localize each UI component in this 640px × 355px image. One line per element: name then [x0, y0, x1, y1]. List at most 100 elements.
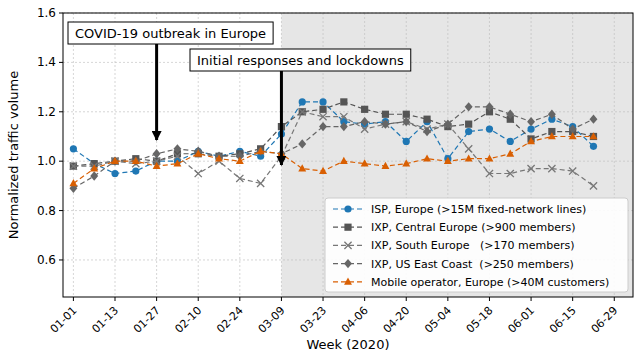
x-tick: [281, 297, 282, 301]
x-tick-label: 05-18: [464, 304, 496, 336]
annotation: COVID-19 outbreak in Europe: [68, 22, 273, 140]
annotation-text: COVID-19 outbreak in Europe: [75, 26, 266, 41]
annotation-text: Initial responses and lockdowns: [197, 53, 404, 68]
data-point: [444, 119, 452, 128]
y-tick-label: 1.4: [37, 55, 56, 69]
legend: ISP, Europe (>15M fixed-network lines) IX…: [325, 198, 628, 292]
y-tick: [59, 111, 63, 112]
data-point: [590, 182, 597, 189]
legend-label: ISP, Europe (>15M fixed-network lines): [371, 203, 586, 216]
series-line: [73, 102, 593, 166]
annotation-box: [190, 49, 411, 71]
series-line: [73, 102, 593, 174]
x-tick-label: 01-01: [48, 304, 80, 336]
annotation-arrow: [280, 71, 283, 165]
legend-marker: [344, 205, 351, 212]
data-point: [90, 164, 98, 171]
legend-label: Mobile operator, Europe (>40M customers): [371, 276, 609, 289]
data-point: [527, 165, 534, 172]
data-point: [527, 125, 534, 132]
data-point: [215, 152, 223, 161]
data-point: [548, 132, 556, 139]
data-point: [69, 179, 77, 186]
y-tick-label: 1.6: [37, 6, 56, 20]
y-tick: [59, 259, 63, 260]
data-point: [507, 170, 514, 177]
x-tick-label: 01-27: [131, 304, 163, 336]
data-point: [257, 180, 264, 187]
data-point: [486, 125, 493, 132]
data-point: [527, 137, 535, 144]
data-point: [236, 157, 244, 164]
data-point: [298, 139, 306, 148]
data-point: [485, 102, 493, 111]
data-point: [486, 170, 493, 177]
data-point: [548, 110, 556, 119]
data-point: [403, 138, 410, 145]
data-point: [174, 153, 181, 160]
y-tick-label: 0.6: [37, 253, 56, 267]
x-tick-label: 03-23: [297, 304, 329, 336]
y-tick-label: 1.0: [37, 154, 56, 168]
data-point: [70, 145, 77, 152]
annotation-box: [68, 22, 273, 44]
data-point: [236, 175, 243, 182]
annotation: Initial responses and lockdowns: [190, 49, 411, 165]
x-tick-label: 04-20: [381, 304, 413, 336]
data-point: [465, 145, 472, 152]
data-point: [465, 154, 473, 161]
legend-marker: [344, 259, 352, 268]
data-point: [132, 157, 140, 164]
data-point: [569, 132, 577, 139]
data-point: [361, 117, 369, 126]
legend-marker: [344, 224, 351, 231]
data-point: [111, 170, 118, 177]
data-point: [70, 163, 77, 170]
x-tick-label: 04-06: [339, 304, 371, 336]
data-point: [298, 164, 306, 171]
data-point: [319, 122, 327, 131]
x-tick: [489, 297, 490, 301]
data-point: [340, 122, 348, 131]
data-point: [257, 147, 265, 154]
x-tick: [572, 297, 573, 301]
x-tick: [323, 297, 324, 301]
legend-label: IXP, South Europe (>170 members): [371, 239, 575, 252]
data-point: [381, 162, 389, 169]
data-point: [590, 115, 598, 124]
data-point: [340, 98, 347, 105]
grid-line: [63, 161, 633, 162]
x-tick: [156, 297, 157, 301]
data-point: [402, 117, 410, 126]
x-tick-label: 02-10: [173, 304, 205, 336]
data-point: [465, 128, 472, 135]
data-point: [485, 154, 493, 161]
grid-line-x: [73, 13, 74, 297]
data-point: [195, 170, 202, 177]
plot-area: [69, 98, 597, 193]
data-point: [361, 125, 368, 132]
legend-box: [325, 198, 628, 292]
data-point: [319, 106, 326, 113]
data-point: [361, 159, 369, 166]
grid-line-x: [115, 13, 116, 297]
data-point: [527, 117, 535, 126]
plot-frame: [63, 13, 633, 297]
y-tick: [59, 62, 63, 63]
chart: 0.60.81.01.21.41.601-0101-1301-2702-1002…: [0, 0, 640, 355]
series-line: [73, 136, 593, 183]
x-tick: [364, 297, 365, 301]
series-line: [73, 107, 593, 189]
data-point: [423, 127, 431, 136]
data-point: [173, 159, 181, 166]
x-tick: [447, 297, 448, 301]
annotation-arrow: [155, 44, 158, 140]
x-axis-label: Week (2020): [307, 337, 390, 352]
data-point: [506, 149, 514, 156]
x-tick: [614, 297, 615, 301]
x-tick-label: 03-09: [256, 304, 288, 336]
data-point: [381, 119, 389, 128]
data-point: [153, 149, 161, 158]
data-point: [569, 167, 576, 174]
y-tick: [59, 161, 63, 162]
